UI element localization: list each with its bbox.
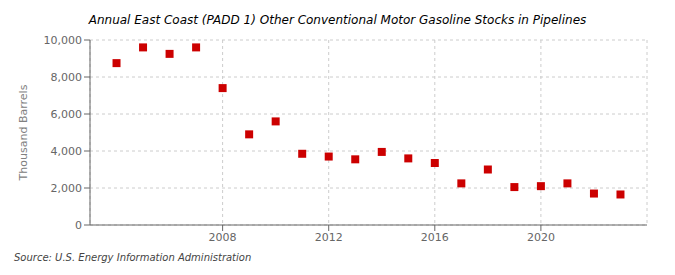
svg-text:4,000: 4,000 <box>51 145 83 158</box>
svg-text:2,000: 2,000 <box>51 182 83 195</box>
html-text:Source: U.S. Energy Informatio: Source: U.S. Energy Information Administ… <box>14 252 252 263</box>
svg-text:0: 0 <box>75 219 82 232</box>
svg-text:2012: 2012 <box>315 231 343 244</box>
svg-text:10,000: 10,000 <box>44 34 83 47</box>
svg-text:Thousand Barrels: Thousand Barrels <box>17 84 30 181</box>
html-text:Annual East Coast (PADD 1) Oth: Annual East Coast (PADD 1) Other Convent… <box>88 13 587 27</box>
svg-text:6,000: 6,000 <box>51 108 83 121</box>
svg-text:2020: 2020 <box>527 231 555 244</box>
svg-text:8,000: 8,000 <box>51 71 83 84</box>
svg-text:2016: 2016 <box>421 231 449 244</box>
svg-text:2008: 2008 <box>209 231 237 244</box>
